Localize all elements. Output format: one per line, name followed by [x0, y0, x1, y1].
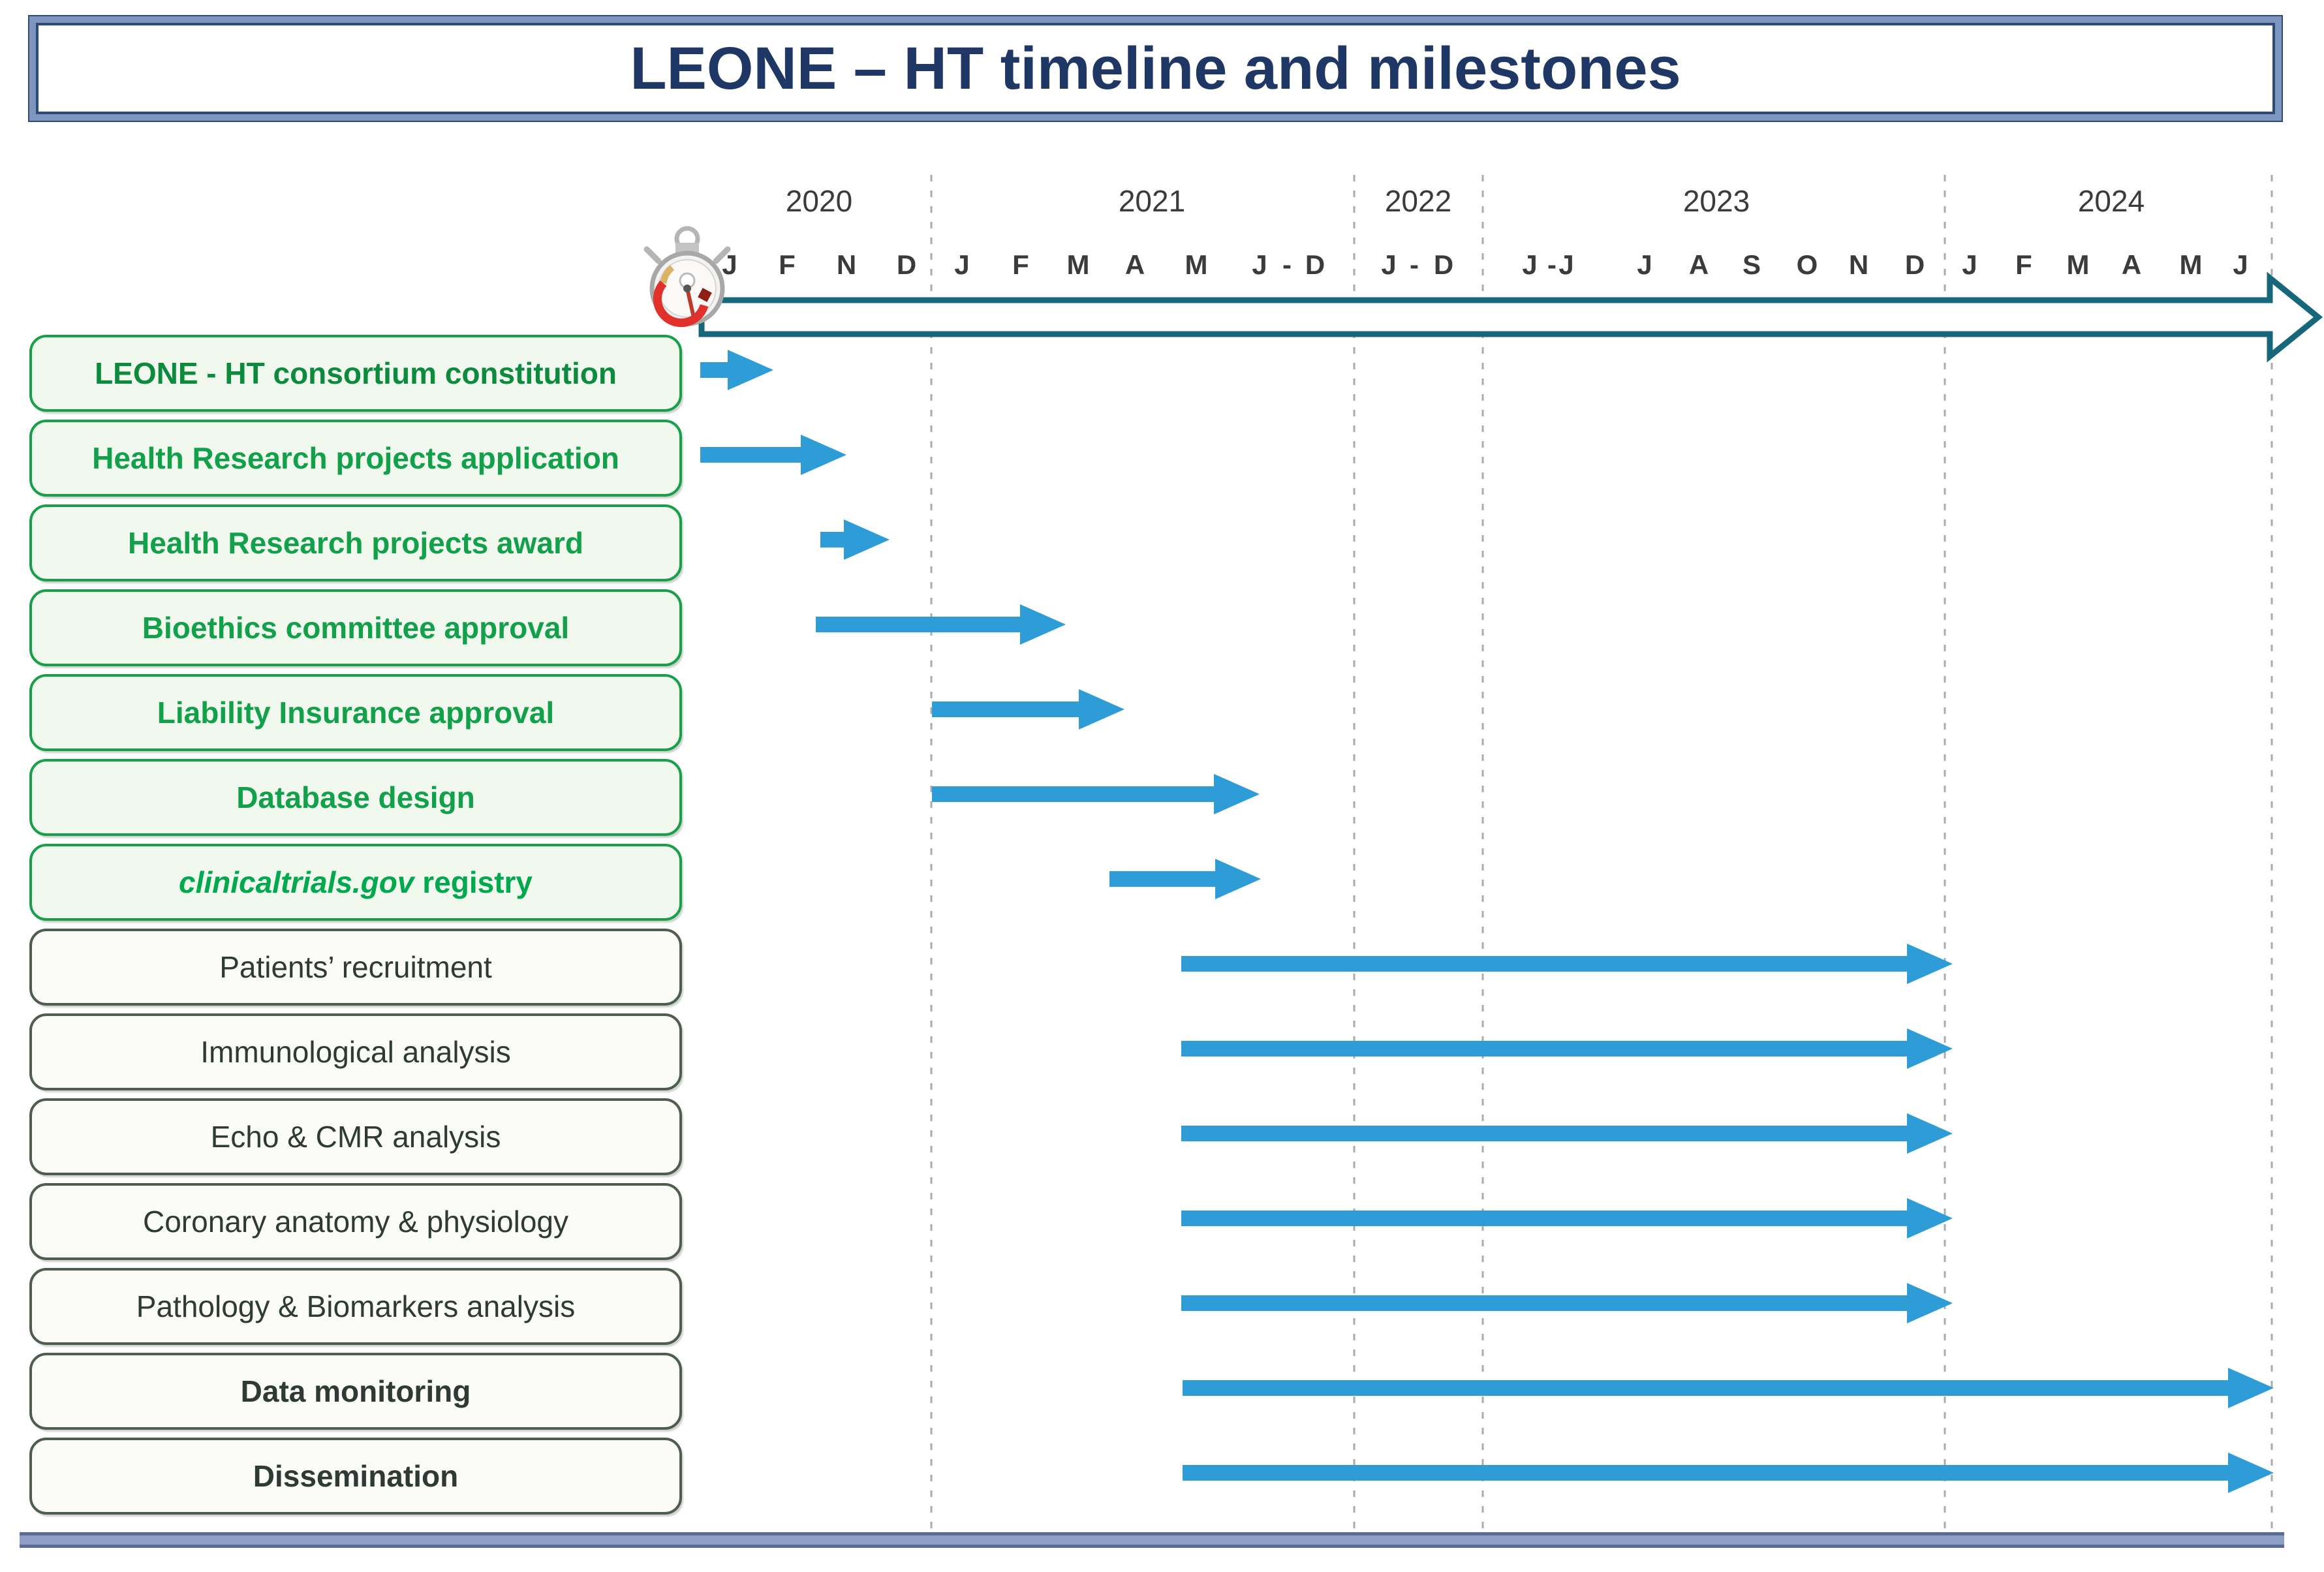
task-arrow-head-coronary-anatomy-physiology — [1907, 1198, 1953, 1239]
task-box-echo-cmr-analysis: Echo & CMR analysis — [29, 1098, 682, 1175]
timeline-axis-arrow-shape — [698, 271, 2323, 363]
year-label-2023: 2023 — [1682, 184, 1750, 218]
year-label-2021: 2021 — [1118, 184, 1186, 218]
month-label: F — [779, 249, 796, 280]
task-label: Bioethics committee approval — [142, 611, 570, 645]
year-gridlines — [930, 175, 2273, 1530]
task-label: Pathology & Biomarkers analysis — [136, 1289, 576, 1323]
month-label: J — [954, 249, 970, 280]
task-box-leone-ht-consortium-constitution: LEONE - HT consortium constitution — [29, 335, 682, 412]
month-label: D — [1433, 249, 1454, 280]
task-label: Echo & CMR analysis — [210, 1120, 501, 1154]
timeline-axis-arrow — [698, 271, 2323, 363]
task-box-liability-insurance-approval: Liability Insurance approval — [29, 674, 682, 751]
year-label-2024: 2024 — [2077, 184, 2145, 218]
task-label: Health Research projects application — [92, 441, 619, 475]
task-label: clinicaltrials.gov registry — [179, 865, 533, 900]
task-arrow-head-leone-ht-consortium-constitution — [728, 350, 773, 390]
task-arrow-head-dissemination — [2228, 1453, 2274, 1493]
month-label: J — [1522, 249, 1538, 280]
stopwatch-icon — [643, 226, 731, 328]
task-arrow-head-liability-insurance-approval — [1079, 689, 1124, 730]
month-label: - — [1282, 249, 1292, 280]
task-box-clinicaltrials-gov-registry: clinicaltrials.gov registry — [29, 844, 682, 921]
month-label: D — [1305, 249, 1325, 280]
title-box: LEONE – HT timeline and milestones — [29, 16, 2282, 121]
task-box-health-research-projects-application: Health Research projects application — [29, 420, 682, 497]
task-box-immunological-analysis: Immunological analysis — [29, 1013, 682, 1090]
task-label-italic-segment: clinicaltrials.gov — [178, 865, 414, 899]
month-label: - — [1410, 249, 1419, 280]
task-arrow-head-immunological-analysis — [1907, 1028, 1953, 1069]
task-label: Dissemination — [253, 1459, 459, 1493]
bottom-divider-bar — [20, 1532, 2284, 1548]
month-label: A — [1688, 249, 1709, 280]
month-label: F — [2015, 249, 2032, 280]
task-arrow-head-health-research-projects-award — [844, 519, 890, 560]
task-box-dissemination: Dissemination — [29, 1438, 682, 1515]
month-label: N — [836, 249, 857, 280]
page-title: LEONE – HT timeline and milestones — [630, 35, 1681, 102]
task-box-patients-recruitment: Patients’ recruitment — [29, 929, 682, 1006]
task-box-coronary-anatomy-physiology: Coronary anatomy & physiology — [29, 1183, 682, 1260]
task-label: Coronary anatomy & physiology — [143, 1205, 568, 1239]
task-label-segment: registry — [414, 865, 533, 899]
month-label: D — [1904, 249, 1925, 280]
month-label: S — [1742, 249, 1761, 280]
task-arrow-head-patients-recruitment — [1907, 944, 1953, 984]
month-label: F — [1012, 249, 1029, 280]
task-label: Immunological analysis — [200, 1035, 511, 1069]
task-label: Database design — [236, 780, 475, 814]
task-label: LEONE - HT consortium constitution — [95, 356, 617, 390]
month-label: N — [1848, 249, 1869, 280]
year-label-2022: 2022 — [1384, 184, 1452, 218]
task-box-health-research-projects-award: Health Research projects award — [29, 504, 682, 581]
task-arrow-head-data-monitoring — [2228, 1368, 2274, 1408]
month-label: J — [1637, 249, 1652, 280]
task-label: Patients’ recruitment — [219, 950, 492, 984]
month-label: A — [1124, 249, 1145, 280]
month-label: A — [2121, 249, 2142, 280]
task-label: Health Research projects award — [128, 526, 583, 560]
task-arrow-head-echo-cmr-analysis — [1907, 1113, 1953, 1154]
task-box-bioethics-committee-approval: Bioethics committee approval — [29, 589, 682, 666]
task-arrow-head-bioethics-committee-approval — [1020, 604, 1066, 645]
task-arrow-head-clinicaltrials-gov-registry — [1215, 859, 1261, 899]
task-label: Data monitoring — [240, 1374, 471, 1408]
task-box-data-monitoring: Data monitoring — [29, 1353, 682, 1430]
month-label: O — [1796, 249, 1818, 280]
month-label: M — [2066, 249, 2090, 280]
month-label: J — [1381, 249, 1397, 280]
month-label: M — [1066, 249, 1090, 280]
month-label: M — [2179, 249, 2203, 280]
month-label: M — [1185, 249, 1208, 280]
month-label: J — [722, 249, 737, 280]
month-label: - — [1547, 249, 1557, 280]
task-duration-arrows — [700, 350, 2274, 1493]
month-label: J — [2233, 249, 2248, 280]
month-label: D — [896, 249, 917, 280]
month-label: J — [1252, 249, 1267, 280]
month-label: J — [1558, 249, 1574, 280]
task-box-database-design: Database design — [29, 759, 682, 836]
task-box-pathology-biomarkers-analysis: Pathology & Biomarkers analysis — [29, 1268, 682, 1345]
year-label-2020: 2020 — [785, 184, 853, 218]
task-arrow-head-health-research-projects-application — [801, 435, 846, 475]
task-label: Liability Insurance approval — [157, 696, 555, 730]
month-label: J — [1962, 249, 1977, 280]
task-arrow-head-pathology-biomarkers-analysis — [1907, 1283, 1953, 1323]
task-arrow-head-database-design — [1214, 774, 1260, 814]
